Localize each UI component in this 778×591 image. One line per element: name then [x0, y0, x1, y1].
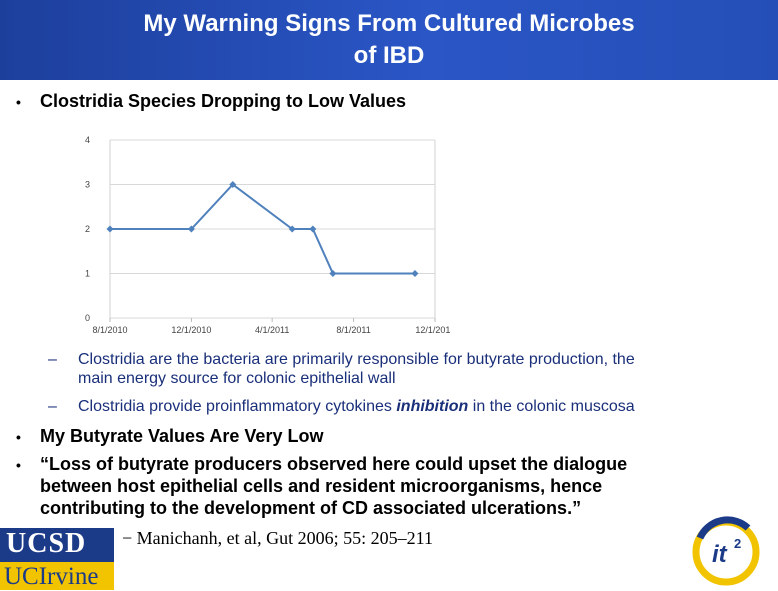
it2-superscript: 2	[734, 536, 741, 551]
quote-line3: contributing to the development of CD as…	[40, 498, 582, 518]
slide-title: My Warning Signs From Cultured Microbes …	[0, 8, 778, 72]
bullet-dot: •	[16, 457, 21, 473]
bullet-text: My Butyrate Values Are Very Low	[40, 426, 324, 446]
bullet-dot: •	[16, 429, 21, 445]
slide-title-line2: of IBD	[353, 42, 425, 69]
it2-logo: it 2	[692, 516, 760, 586]
y-axis: 0 1 2 3 4	[85, 135, 90, 323]
data-point	[229, 181, 237, 188]
y-tick-label: 2	[85, 224, 90, 234]
x-tick-label: 12/1/2010	[171, 325, 211, 335]
y-tick-label: 3	[85, 180, 90, 190]
subbullet-butyrate-production: – Clostridia are the bacteria are primar…	[48, 350, 768, 388]
data-point	[411, 270, 419, 277]
subbullet-dash: –	[48, 351, 57, 368]
title-banner: My Warning Signs From Cultured Microbes …	[0, 0, 778, 80]
x-axis: 8/1/2010 12/1/2010 4/1/2011 8/1/2011 12/1/20…	[92, 318, 450, 335]
subbullet-cytokines: – Clostridia provide proinflammatory cyt…	[48, 397, 768, 416]
uc-irvine-logo-text: UCIrvine	[4, 563, 99, 590]
y-tick-label: 4	[85, 135, 90, 145]
subbullet-dash: –	[48, 398, 57, 415]
data-point	[329, 270, 337, 277]
subbullet-line1: Clostridia are the bacteria are primaril…	[78, 351, 635, 368]
slide-title-line1: My Warning Signs From Cultured Microbes	[143, 10, 635, 37]
x-tick-label: 8/1/2011	[336, 325, 370, 335]
subbullet-text: Clostridia provide proinflammatory cytok…	[78, 398, 397, 415]
data-point	[187, 225, 195, 233]
y-tick-label: 1	[85, 269, 90, 279]
subbullet-line2: main energy source for colonic epithelia…	[78, 370, 396, 387]
uc-irvine-logo: UCIrvine	[0, 562, 114, 590]
it2-swoosh	[696, 516, 751, 540]
x-tick-label: 12/1/2011	[415, 325, 450, 335]
bullet-quote: “Loss of butyrate producers observed her…	[40, 453, 760, 519]
chart-series	[106, 181, 419, 277]
data-point	[309, 225, 317, 233]
clostridia-line-chart: 0 1 2 3 4 8/1/2010 12/1/2010 4/1/2011 8/1/2011 1…	[85, 135, 450, 335]
bullet-text: Clostridia Species Dropping to Low Value…	[40, 91, 407, 111]
x-tick-label: 4/1/2011	[255, 325, 289, 335]
y-tick-label: 0	[85, 313, 90, 323]
quote-line1: “Loss of butyrate producers observed her…	[40, 454, 628, 474]
data-point	[106, 225, 114, 233]
quote-line2: between host epithelial cells and reside…	[40, 476, 603, 496]
bullet-dot: •	[16, 94, 21, 110]
citation: − Manichanh, et al, Gut 2006; 55: 205–21…	[122, 528, 433, 548]
ucsd-logo: UCSD	[0, 528, 114, 562]
ucsd-logo-text: UCSD	[6, 528, 87, 559]
x-tick-label: 8/1/2010	[92, 325, 127, 335]
data-point	[288, 225, 296, 233]
it2-text: it	[712, 541, 728, 568]
subbullet-text-end: in the colonic muscosa	[468, 398, 635, 415]
subbullet-emphasis: inhibition	[396, 398, 469, 415]
